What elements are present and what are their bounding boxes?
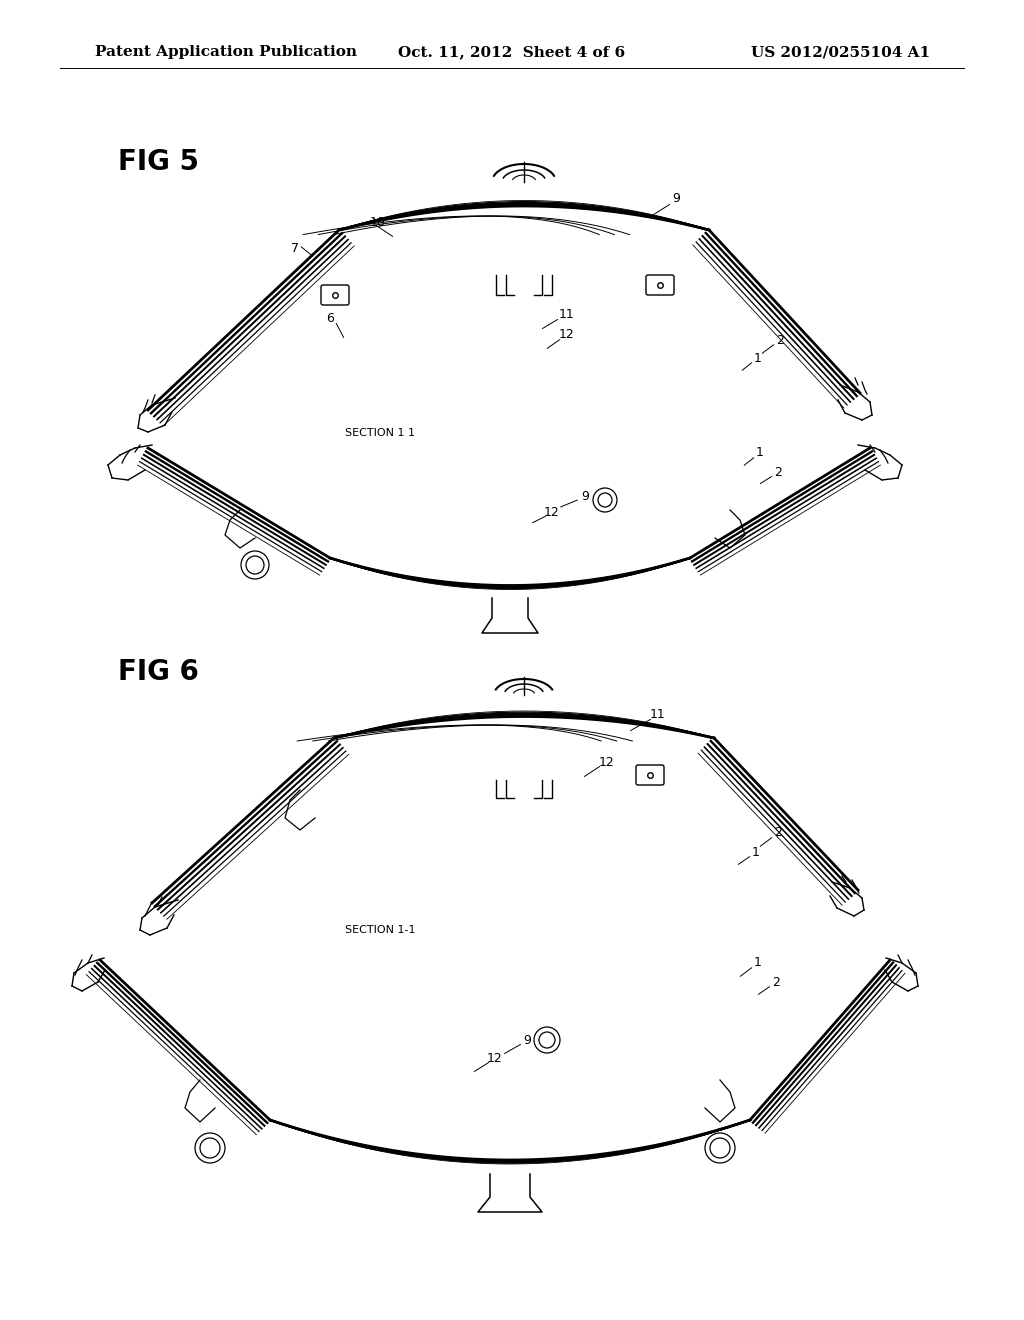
Text: SECTION 1-1: SECTION 1-1	[345, 925, 416, 935]
Text: 12: 12	[487, 1052, 503, 1064]
Text: 9: 9	[523, 1034, 530, 1047]
Text: 1: 1	[754, 351, 762, 364]
Text: 6: 6	[326, 312, 334, 325]
Text: 2: 2	[774, 466, 782, 479]
Text: FIG 6: FIG 6	[118, 657, 199, 686]
Text: 2: 2	[772, 975, 780, 989]
Text: 1: 1	[756, 446, 764, 459]
Text: 2: 2	[776, 334, 784, 346]
Text: FIG 5: FIG 5	[118, 148, 199, 176]
Text: 12: 12	[559, 329, 574, 342]
Text: 9: 9	[581, 490, 589, 503]
Text: 7: 7	[291, 242, 299, 255]
Text: Patent Application Publication: Patent Application Publication	[95, 45, 357, 59]
Text: 9: 9	[672, 193, 680, 206]
Text: 12: 12	[544, 506, 560, 519]
Text: 1: 1	[752, 846, 760, 858]
Text: SECTION 1 1: SECTION 1 1	[345, 428, 415, 438]
Text: US 2012/0255104 A1: US 2012/0255104 A1	[751, 45, 930, 59]
Text: 11: 11	[559, 309, 574, 322]
Text: 10: 10	[370, 215, 386, 228]
Text: Oct. 11, 2012  Sheet 4 of 6: Oct. 11, 2012 Sheet 4 of 6	[398, 45, 626, 59]
Text: 11: 11	[650, 709, 666, 722]
Text: 1: 1	[754, 957, 762, 969]
Text: 12: 12	[599, 755, 614, 768]
Text: 2: 2	[774, 826, 782, 840]
